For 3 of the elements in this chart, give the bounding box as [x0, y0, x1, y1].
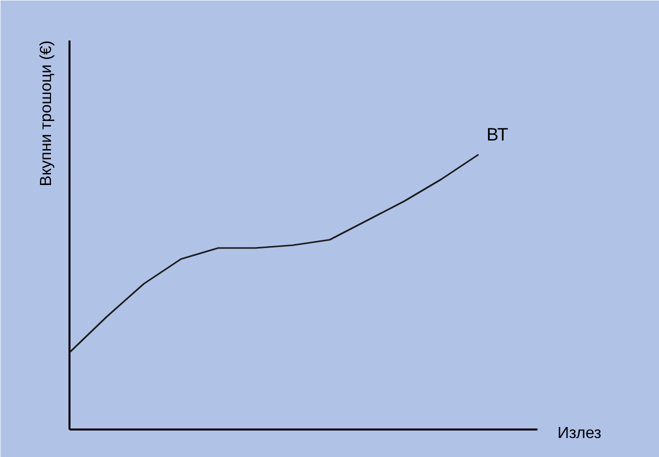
x-axis-title: Излез — [558, 425, 602, 442]
series-label: ВТ — [486, 124, 508, 144]
y-axis-title: Вкупни трошоци (€) — [38, 40, 55, 186]
